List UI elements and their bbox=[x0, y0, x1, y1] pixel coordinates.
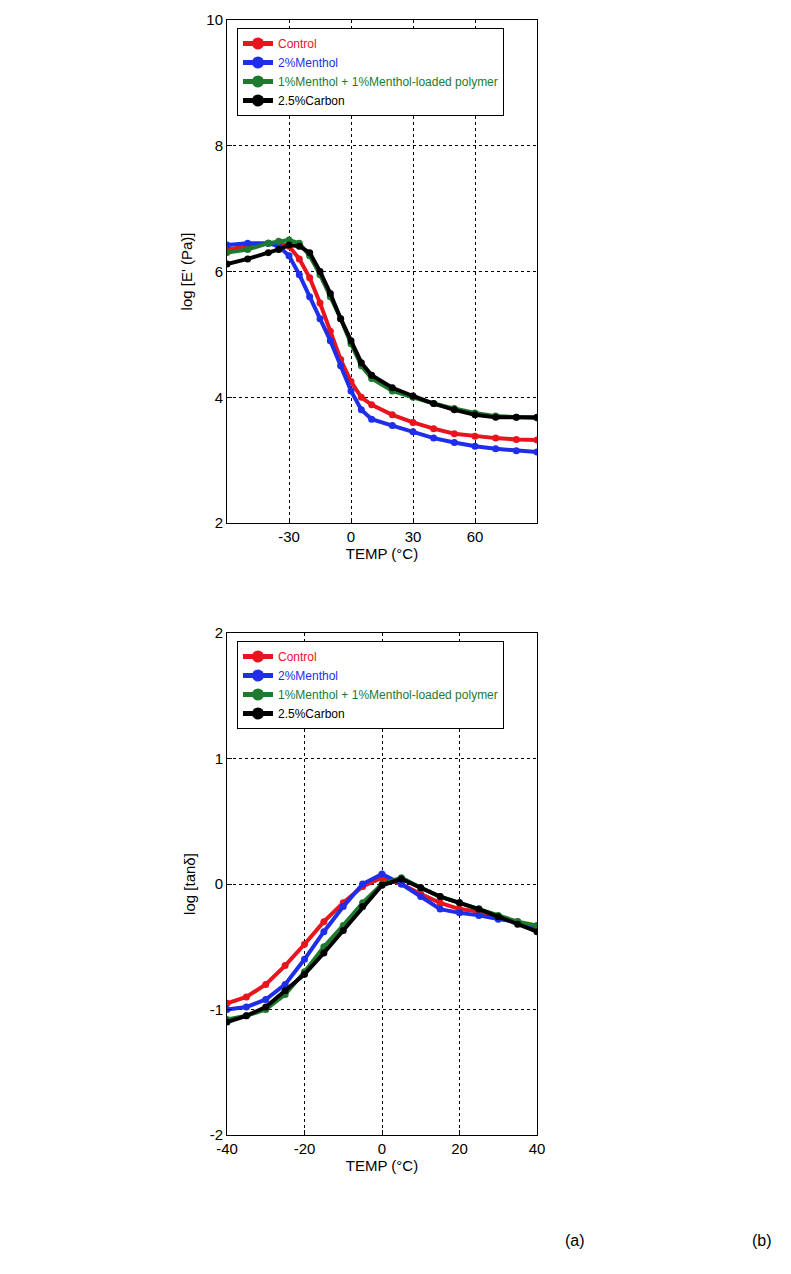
svg-text:10: 10 bbox=[206, 11, 223, 28]
svg-text:log [tanδ]: log [tanδ] bbox=[181, 853, 198, 915]
svg-text:Control: Control bbox=[278, 650, 317, 664]
svg-text:2: 2 bbox=[215, 624, 223, 641]
svg-text:2%Menthol: 2%Menthol bbox=[278, 669, 338, 683]
svg-text:2.5%Carbon: 2.5%Carbon bbox=[278, 94, 345, 108]
svg-text:(a): (a) bbox=[565, 1232, 585, 1249]
svg-text:-40: -40 bbox=[216, 1140, 238, 1157]
svg-text:0: 0 bbox=[347, 528, 355, 545]
svg-text:TEMP (°C): TEMP (°C) bbox=[346, 1157, 418, 1174]
svg-text:6: 6 bbox=[215, 263, 223, 280]
svg-text:-1: -1 bbox=[210, 1001, 223, 1018]
svg-text:2.5%Carbon: 2.5%Carbon bbox=[278, 707, 345, 721]
svg-text:0: 0 bbox=[378, 1140, 386, 1157]
svg-text:1: 1 bbox=[215, 750, 223, 767]
svg-text:1%Menthol + 1%Menthol-loaded p: 1%Menthol + 1%Menthol-loaded polymer bbox=[278, 688, 498, 702]
svg-text:0: 0 bbox=[215, 875, 223, 892]
svg-text:log [E' (Pa)]: log [E' (Pa)] bbox=[178, 233, 195, 311]
svg-text:2%Menthol: 2%Menthol bbox=[278, 56, 338, 70]
svg-text:8: 8 bbox=[215, 137, 223, 154]
svg-text:TEMP (°C): TEMP (°C) bbox=[346, 545, 418, 562]
svg-text:-20: -20 bbox=[294, 1140, 316, 1157]
svg-text:(b): (b) bbox=[752, 1232, 772, 1249]
svg-text:2: 2 bbox=[215, 514, 223, 531]
svg-text:-30: -30 bbox=[278, 528, 300, 545]
svg-text:4: 4 bbox=[215, 389, 223, 406]
svg-text:20: 20 bbox=[451, 1140, 468, 1157]
svg-text:1%Menthol + 1%Menthol-loaded p: 1%Menthol + 1%Menthol-loaded polymer bbox=[278, 75, 498, 89]
svg-text:60: 60 bbox=[467, 528, 484, 545]
svg-text:40: 40 bbox=[529, 1140, 546, 1157]
svg-text:30: 30 bbox=[405, 528, 422, 545]
svg-text:-2: -2 bbox=[210, 1126, 223, 1143]
svg-text:Control: Control bbox=[278, 37, 317, 51]
